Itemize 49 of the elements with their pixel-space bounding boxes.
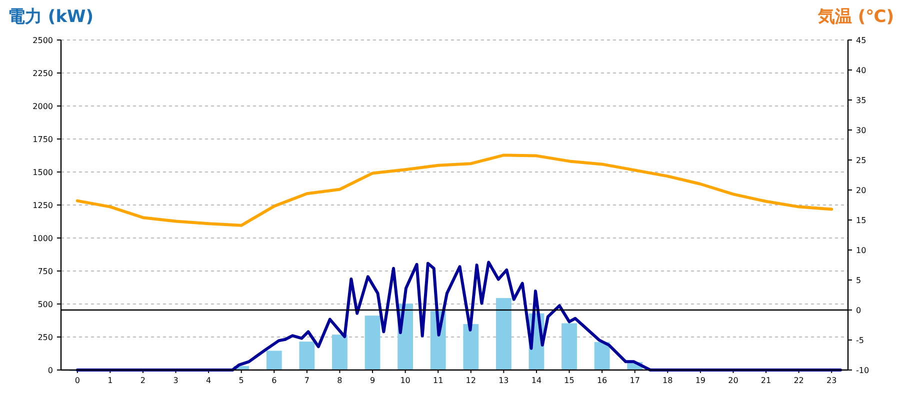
y-tick-label: 1750 [32, 135, 53, 144]
y2-tick-label: -10 [856, 366, 870, 375]
y-axis-title: 電力 (kW) [8, 7, 94, 27]
y-tick-label: 1500 [32, 168, 53, 177]
x-tick-label: 12 [466, 376, 476, 385]
y-tick-label: 2250 [32, 69, 53, 78]
x-tick-label: 2 [140, 376, 146, 385]
y2-tick-label: 35 [856, 96, 866, 105]
y2-tick-label: 40 [856, 66, 866, 75]
x-tick-label: 6 [272, 376, 277, 385]
x-tick-label: 10 [400, 376, 410, 385]
y-tick-label: 750 [38, 267, 53, 276]
x-tick-label: 15 [564, 376, 574, 385]
x-tick-label: 19 [695, 376, 706, 385]
y2-tick-label: 25 [856, 156, 866, 165]
x-tick-label: 20 [728, 376, 738, 385]
y2-tick-label: 20 [856, 186, 866, 195]
y2-tick-label: 10 [856, 246, 866, 255]
x-tick-label: 14 [531, 376, 542, 385]
y-tick-label: 250 [38, 333, 53, 342]
y-tick-label: 500 [38, 300, 53, 309]
x-tick-label: 4 [206, 376, 212, 385]
y2-tick-label: 0 [856, 306, 862, 315]
x-tick-label: 13 [498, 376, 509, 385]
x-tick-label: 16 [596, 376, 608, 385]
y2-tick-label: 30 [856, 126, 866, 135]
y-tick-label: 2500 [32, 36, 53, 45]
x-tick-label: 21 [760, 376, 772, 385]
x-tick-label: 9 [370, 376, 376, 385]
x-tick-label: 23 [826, 376, 837, 385]
x-tick-label: 5 [238, 376, 244, 385]
x-tick-label: 17 [630, 376, 640, 385]
y2-tick-label: 5 [856, 276, 862, 285]
x-tick-label: 3 [173, 376, 178, 385]
x-tick-label: 1 [108, 376, 113, 385]
y-tick-label: 1000 [32, 234, 53, 243]
x-tick-label: 11 [433, 376, 444, 385]
x-tick-label: 22 [794, 376, 804, 385]
x-tick-label: 8 [337, 376, 342, 385]
x-tick-label: 7 [304, 376, 310, 385]
y-tick-label: 2000 [32, 102, 53, 111]
y2-tick-label: -5 [856, 336, 864, 345]
y-tick-label: 0 [48, 366, 53, 375]
x-tick-label: 0 [74, 376, 80, 385]
x-tick-label: 18 [662, 376, 673, 385]
y2-tick-label: 15 [856, 216, 866, 225]
y2-axis-title: 気温 (℃) [816, 7, 894, 27]
y2-tick-label: 45 [856, 36, 866, 45]
y-tick-label: 1250 [32, 201, 53, 210]
